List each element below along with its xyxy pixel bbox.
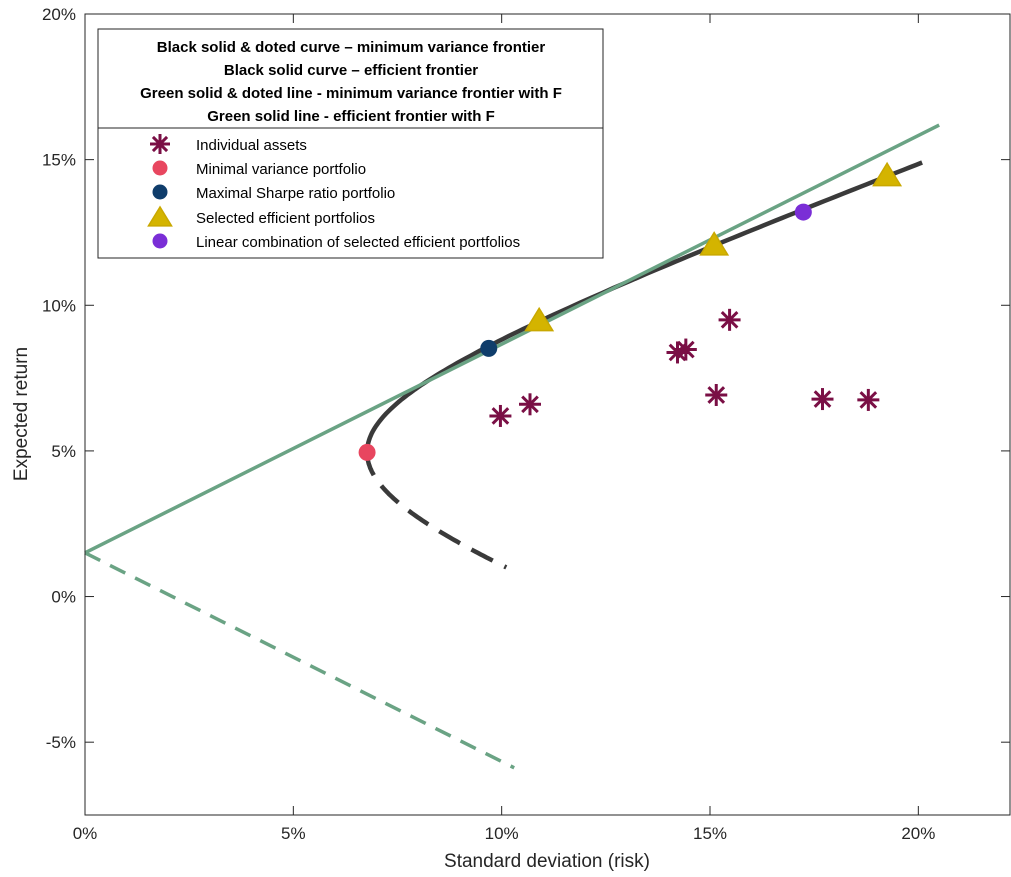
legend-title-line-1: Black solid & doted curve – minimum vari… xyxy=(157,39,546,56)
legend-item-label: Minimal variance portfolio xyxy=(196,161,366,178)
y-axis-label: Expected return xyxy=(11,347,32,481)
selected-portfolio-marker xyxy=(524,306,555,332)
y-tick-label: 10% xyxy=(42,296,76,315)
asterisk-stroke xyxy=(676,340,695,359)
legend-title-line-3: Green solid & doted line - minimum varia… xyxy=(140,85,562,102)
y-tick-label: 0% xyxy=(51,588,76,607)
asset-marker xyxy=(489,404,512,427)
markers-layer xyxy=(358,161,903,461)
legend-item: Selected efficient portfolios xyxy=(147,205,375,227)
y-axis: -5% 0% 5% 10% 15% 20% xyxy=(42,5,1010,752)
legend-item: Minimal variance portfolio xyxy=(152,160,366,178)
asterisk-stroke xyxy=(521,395,539,414)
x-tick-label: 0% xyxy=(73,824,98,843)
legend-item-label: Linear combination of selected efficient… xyxy=(196,234,520,251)
asterisk-stroke xyxy=(859,391,878,409)
asset-marker xyxy=(857,388,880,411)
inefficient-frontier-dashed-curve xyxy=(364,452,508,570)
legend-item: Individual assets xyxy=(150,134,307,154)
x-tick-label: 10% xyxy=(485,824,519,843)
y-tick-label: 15% xyxy=(42,151,76,170)
legend-circle-icon xyxy=(152,160,168,176)
asterisk-stroke xyxy=(491,407,510,425)
efficient-frontier-with-f-line xyxy=(84,123,940,555)
asset-marker xyxy=(519,393,541,416)
y-tick-label: 20% xyxy=(42,5,76,24)
selected-portfolio-marker xyxy=(699,231,730,256)
legend-item: Linear combination of selected efficient… xyxy=(152,233,520,251)
legend-item: Maximal Sharpe ratio portfolio xyxy=(152,184,395,202)
asset-marker xyxy=(674,338,697,361)
y-tick-label: 5% xyxy=(51,442,76,461)
asterisk-stroke xyxy=(813,390,832,408)
x-axis-label: Standard deviation (risk) xyxy=(444,851,650,872)
legend-items: Individual assets Minimal variance portfo… xyxy=(147,134,520,251)
legend-triangle-icon xyxy=(147,205,173,227)
legend-box xyxy=(97,28,604,259)
asset-marker xyxy=(705,383,728,406)
legend-item-label: Selected efficient portfolios xyxy=(196,210,375,227)
legend-item-label: Maximal Sharpe ratio portfolio xyxy=(196,185,395,202)
linear-combination-marker xyxy=(794,203,812,221)
y-tick-label: -5% xyxy=(46,733,76,752)
plot-frame xyxy=(84,13,1011,816)
legend-circle-icon xyxy=(152,233,168,249)
selected-portfolio-marker xyxy=(872,161,903,187)
minimum-variance-with-f-dashed-line xyxy=(84,551,515,770)
legend-item-label: Individual assets xyxy=(196,137,307,154)
legend-circle-icon xyxy=(152,184,168,200)
legend-title-line-4: Green solid line - efficient frontier wi… xyxy=(207,108,495,125)
legend-title-line-2: Black solid curve – efficient frontier xyxy=(224,62,478,79)
asterisk-stroke xyxy=(151,135,169,153)
legend: Black solid & doted curve – minimum vari… xyxy=(97,28,604,259)
legend-asterisk-icon xyxy=(150,134,170,154)
x-tick-label: 15% xyxy=(693,824,727,843)
asset-marker xyxy=(718,308,741,331)
asset-marker xyxy=(811,388,834,411)
x-tick-label: 20% xyxy=(901,824,935,843)
asterisk-stroke xyxy=(720,310,739,329)
asterisk-stroke xyxy=(707,386,726,404)
x-tick-label: 5% xyxy=(281,824,306,843)
max-sharpe-marker xyxy=(480,339,498,357)
min-variance-marker xyxy=(358,443,376,461)
x-axis: 0% 5% 10% 15% 20% xyxy=(73,14,935,843)
